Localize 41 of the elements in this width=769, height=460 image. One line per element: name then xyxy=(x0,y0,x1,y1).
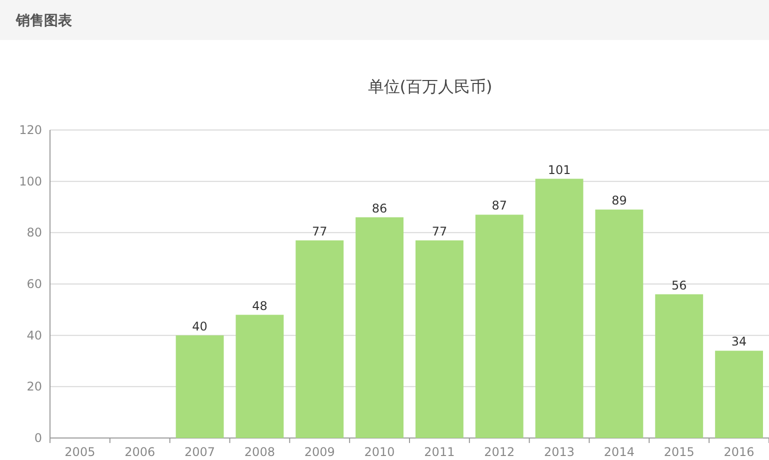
x-tick-label: 2005 xyxy=(64,445,96,459)
data-label: 86 xyxy=(372,201,388,216)
x-tick-label: 2006 xyxy=(124,445,156,459)
bar xyxy=(715,350,764,438)
bar xyxy=(356,217,404,438)
y-tick-label: 0 xyxy=(34,431,42,445)
bar xyxy=(475,214,524,438)
bar xyxy=(176,335,224,438)
data-label: 101 xyxy=(548,162,571,177)
bar xyxy=(655,294,704,438)
data-label: 77 xyxy=(312,224,328,238)
data-label: 40 xyxy=(192,319,208,334)
x-tick-label: 2014 xyxy=(604,445,634,459)
data-label: 77 xyxy=(432,224,448,238)
x-tick-label: 2012 xyxy=(484,445,515,459)
data-label: 89 xyxy=(612,194,627,208)
x-tick-label: 2007 xyxy=(184,445,216,459)
data-label: 48 xyxy=(252,298,268,313)
bar xyxy=(595,210,644,438)
bar xyxy=(415,240,464,438)
x-tick-label: 2011 xyxy=(424,445,455,459)
bar xyxy=(236,314,284,438)
y-tick-label: 60 xyxy=(26,277,42,291)
x-tick-label: 2009 xyxy=(304,445,335,459)
x-tick-label: 2008 xyxy=(244,445,275,459)
data-label: 34 xyxy=(731,334,747,349)
x-tick-label: 2015 xyxy=(664,445,694,459)
x-tick-label: 2013 xyxy=(544,445,575,459)
y-tick-label: 20 xyxy=(26,380,42,394)
bar xyxy=(296,240,344,438)
x-tick-label: 2016 xyxy=(724,445,754,459)
chart-title: 销售图表 xyxy=(15,13,73,29)
y-tick-label: 80 xyxy=(26,226,42,240)
y-tick-label: 100 xyxy=(19,174,42,188)
chart-subtitle: 单位(百万人民币) xyxy=(368,77,492,96)
y-tick-label: 40 xyxy=(26,328,42,342)
x-tick-label: 2010 xyxy=(364,445,395,459)
data-label: 56 xyxy=(671,278,687,292)
bar xyxy=(535,178,584,438)
y-tick-label: 120 xyxy=(19,123,42,137)
data-label: 87 xyxy=(492,198,508,213)
